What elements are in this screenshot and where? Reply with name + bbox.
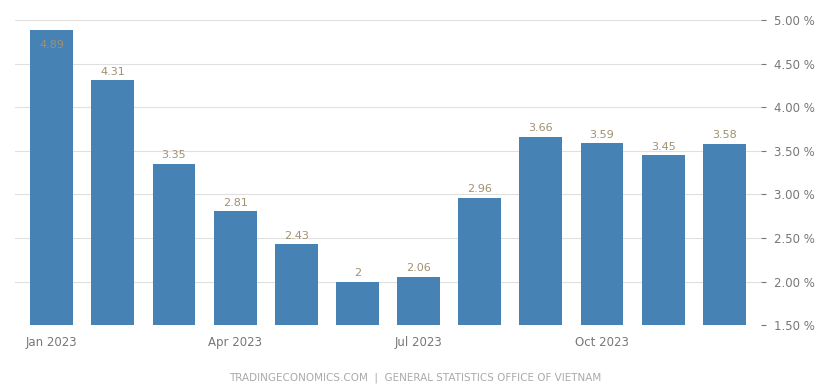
Text: 2.06: 2.06 bbox=[406, 263, 431, 273]
Bar bbox=[458, 198, 501, 387]
Text: 4.89: 4.89 bbox=[39, 40, 64, 50]
Text: 4.31: 4.31 bbox=[100, 67, 125, 77]
Text: 3.45: 3.45 bbox=[651, 142, 676, 152]
Text: 3.66: 3.66 bbox=[529, 123, 553, 134]
Bar bbox=[213, 211, 256, 387]
Bar bbox=[520, 137, 562, 387]
Text: 2.96: 2.96 bbox=[467, 185, 492, 195]
Bar bbox=[703, 144, 745, 387]
Text: 2: 2 bbox=[354, 268, 361, 278]
Text: 2.43: 2.43 bbox=[284, 231, 309, 241]
Bar bbox=[580, 143, 623, 387]
Text: 2.81: 2.81 bbox=[222, 198, 247, 207]
Bar bbox=[642, 155, 685, 387]
Text: 3.35: 3.35 bbox=[162, 151, 186, 161]
Bar bbox=[397, 276, 440, 387]
Bar bbox=[336, 282, 378, 387]
Bar bbox=[30, 29, 73, 387]
Bar bbox=[275, 244, 318, 387]
Bar bbox=[153, 164, 195, 387]
Text: 3.58: 3.58 bbox=[712, 130, 736, 140]
Text: TRADINGECONOMICS.COM  |  GENERAL STATISTICS OFFICE OF VIETNAM: TRADINGECONOMICS.COM | GENERAL STATISTIC… bbox=[229, 373, 601, 383]
Bar bbox=[91, 80, 134, 387]
Text: 3.59: 3.59 bbox=[589, 130, 614, 140]
